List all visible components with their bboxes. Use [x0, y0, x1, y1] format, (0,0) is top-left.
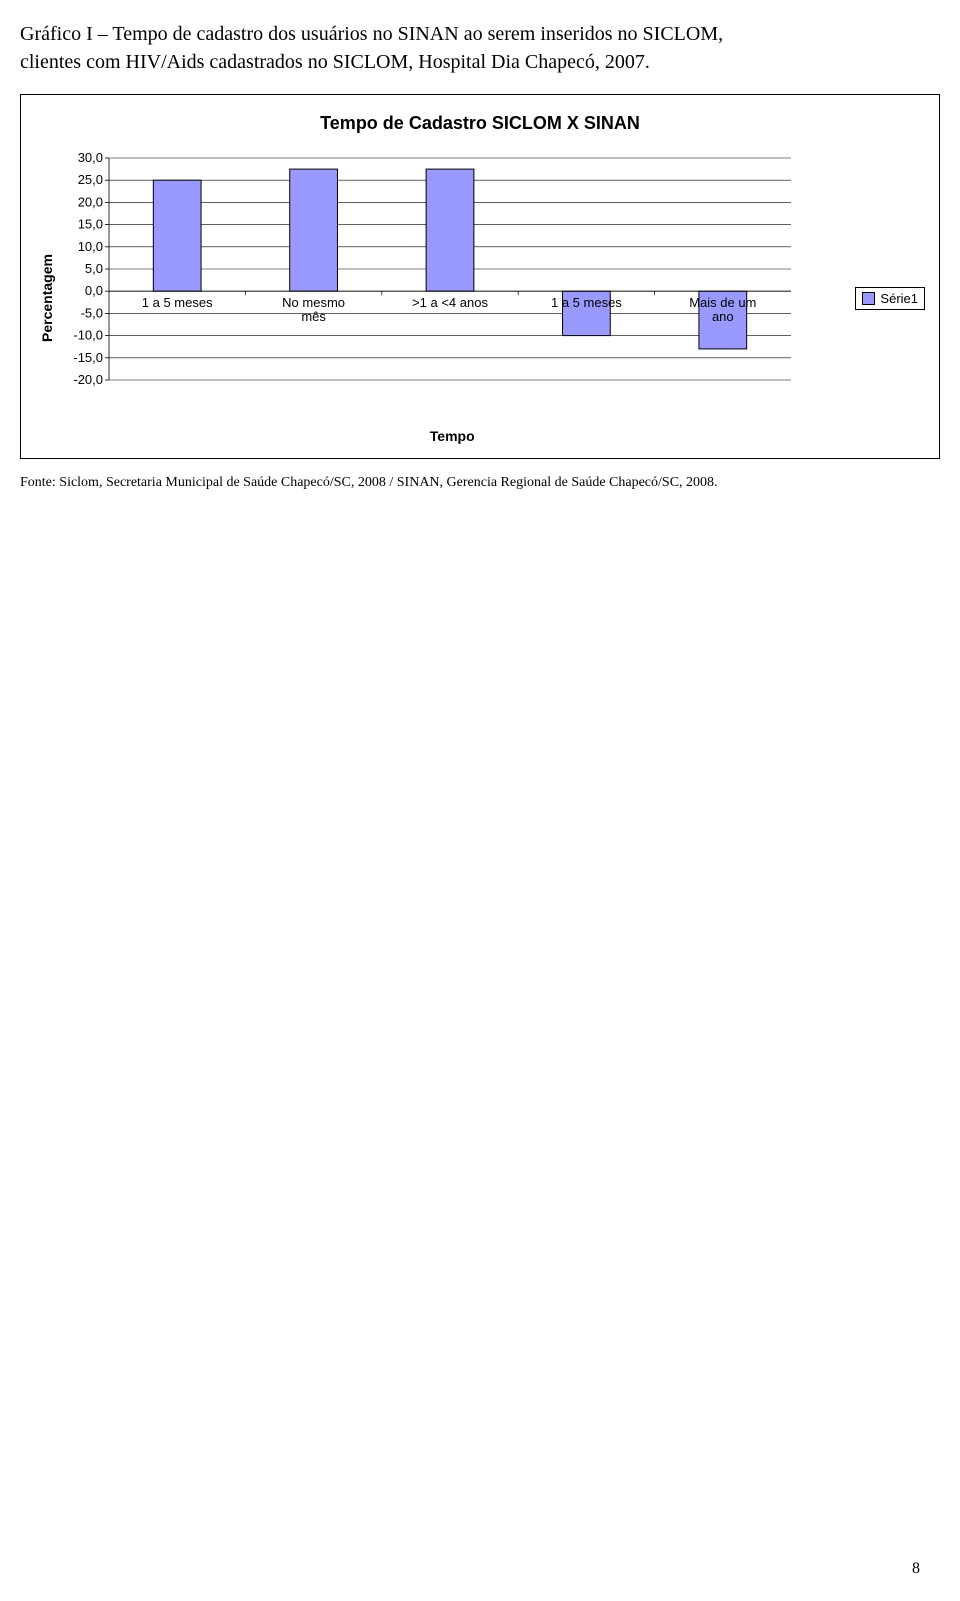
legend-swatch	[862, 292, 875, 305]
svg-text:mês: mês	[301, 309, 326, 324]
plot-wrap: 30,0 25,0 20,0 15,0 10,0 5,0 0,0 -5,0 -10,0 -15,0…	[59, 152, 845, 444]
y-axis-label: Percentagem	[39, 254, 55, 342]
bar-chart-svg: 30,0 25,0 20,0 15,0 10,0 5,0 0,0 -5,0 -10,0 -15,0…	[59, 152, 799, 422]
svg-text:1 a 5 meses: 1 a 5 meses	[142, 295, 213, 310]
legend-label: Série1	[880, 291, 918, 306]
caption-line-2: clientes com HIV/Aids cadastrados no SIC…	[20, 51, 650, 73]
page-number: 8	[912, 1560, 920, 1578]
svg-text:30,0: 30,0	[78, 152, 103, 165]
caption-line-1: Gráfico I – Tempo de cadastro dos usuári…	[20, 23, 723, 45]
legend: Série1	[855, 287, 925, 310]
chart-body: Percentagem 30,0 25,0 20,0 15,0 10,0 5,0 0,0 -5…	[35, 152, 925, 444]
svg-text:ano: ano	[712, 309, 734, 324]
svg-text:1 a 5 meses: 1 a 5 meses	[551, 295, 622, 310]
svg-text:>1 a <4 anos: >1 a <4 anos	[412, 295, 488, 310]
x-axis-label: Tempo	[59, 428, 845, 444]
figure-caption: Gráfico I – Tempo de cadastro dos usuári…	[20, 20, 940, 76]
svg-text:15,0: 15,0	[78, 217, 103, 232]
svg-text:10,0: 10,0	[78, 239, 103, 254]
svg-text:20,0: 20,0	[78, 194, 103, 209]
svg-text:No mesmo: No mesmo	[282, 295, 345, 310]
svg-text:-20,0: -20,0	[73, 372, 103, 387]
svg-text:-15,0: -15,0	[73, 350, 103, 365]
svg-text:25,0: 25,0	[78, 172, 103, 187]
svg-text:Mais de um: Mais de um	[689, 295, 756, 310]
svg-text:0,0: 0,0	[85, 283, 103, 298]
chart-container: Tempo de Cadastro SICLOM X SINAN Percent…	[20, 94, 940, 459]
svg-text:-10,0: -10,0	[73, 328, 103, 343]
svg-text:-5,0: -5,0	[81, 305, 103, 320]
chart-title: Tempo de Cadastro SICLOM X SINAN	[35, 113, 925, 134]
source-text: Fonte: Siclom, Secretaria Municipal de S…	[20, 475, 940, 491]
y-axis-label-wrap: Percentagem	[35, 290, 59, 306]
svg-text:5,0: 5,0	[85, 261, 103, 276]
